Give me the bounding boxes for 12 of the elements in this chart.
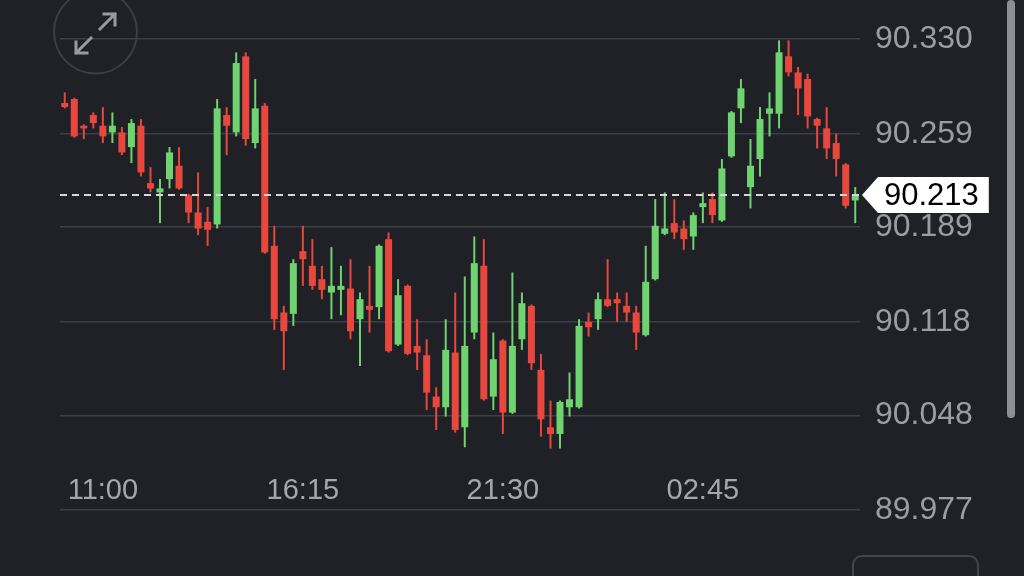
x-tick-label: 11:00: [67, 472, 139, 505]
y-tick-label: 90.330: [875, 18, 973, 55]
x-tick-label: 21:30: [466, 472, 540, 505]
x-tick-label: 16:15: [266, 472, 340, 505]
y-tick-label: 90.118: [875, 301, 971, 338]
candlestick: [337, 265, 345, 316]
y-tick-label: 89.977: [875, 489, 973, 526]
candlestick: [366, 265, 374, 333]
candlestick: [327, 247, 335, 320]
x-tick-label: 02:45: [666, 472, 740, 505]
y-tick-label: 90.259: [875, 113, 973, 150]
y-tick-label: 90.048: [875, 395, 973, 432]
